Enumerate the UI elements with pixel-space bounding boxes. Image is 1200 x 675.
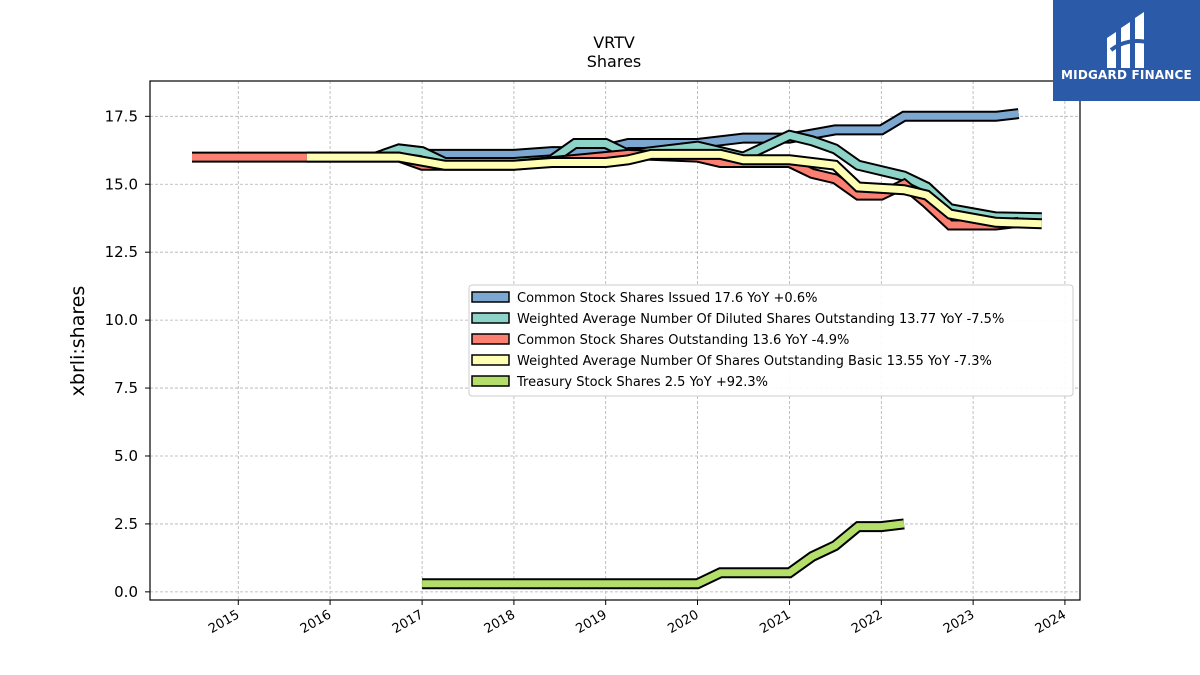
y-tick-label: 15.0 xyxy=(105,175,138,193)
y-axis-label: xbrli:shares xyxy=(67,286,89,397)
x-tick-label: 2017 xyxy=(390,607,426,637)
x-tick-label: 2020 xyxy=(665,607,701,637)
series-line xyxy=(399,108,1020,160)
x-tick-label: 2022 xyxy=(849,607,885,637)
plot-frame xyxy=(149,80,1081,601)
brand-logo: MIDGARD FINANCE xyxy=(1053,0,1200,101)
legend-item: Common Stock Shares Issued 17.6 YoY +0.6… xyxy=(471,291,817,306)
legend-label: Common Stock Shares Issued 17.6 YoY +0.6… xyxy=(517,291,817,306)
legend-box xyxy=(468,284,1074,397)
y-tick-label: 7.5 xyxy=(114,379,138,397)
midgard-logo-icon xyxy=(1107,12,1148,68)
y-tick-label: 0.0 xyxy=(114,583,138,601)
series-layer xyxy=(192,108,1042,590)
y-tick-label: 17.5 xyxy=(105,107,138,125)
series-band xyxy=(306,150,1042,228)
legend-swatch xyxy=(471,375,510,387)
x-tick-label: 2021 xyxy=(757,607,793,637)
legend-label: Weighted Average Number Of Diluted Share… xyxy=(517,312,1004,327)
x-tick-label: 2016 xyxy=(298,607,334,637)
legend-label: Common Stock Shares Outstanding 13.6 YoY… xyxy=(517,333,849,348)
x-tick-label: 2019 xyxy=(574,607,610,637)
legend-label: Treasury Stock Shares 2.5 YoY +92.3% xyxy=(516,375,768,390)
y-tick-label: 10.0 xyxy=(105,311,138,329)
series-outline xyxy=(422,518,905,590)
legend-swatch xyxy=(471,312,510,324)
legend-item: Weighted Average Number Of Shares Outsta… xyxy=(471,354,992,369)
x-tick-label: 2018 xyxy=(482,607,518,637)
legend-swatch xyxy=(471,333,510,345)
series-line xyxy=(422,518,905,590)
legend-swatch xyxy=(471,291,510,303)
chart-title: VRTV xyxy=(593,33,635,52)
series-line xyxy=(306,148,1042,230)
series-band xyxy=(422,520,905,588)
y-tick-label: 12.5 xyxy=(105,243,138,261)
series-band xyxy=(399,110,1020,158)
x-tick-label: 2015 xyxy=(206,607,242,637)
legend-label: Weighted Average Number Of Shares Outsta… xyxy=(517,354,992,369)
legend-item: Weighted Average Number Of Diluted Share… xyxy=(471,312,1004,327)
y-tick-label: 5.0 xyxy=(114,447,138,465)
y-tick-label: 2.5 xyxy=(114,515,138,533)
legend: Common Stock Shares Issued 17.6 YoY +0.6… xyxy=(468,284,1074,397)
logo-text: MIDGARD FINANCE xyxy=(1061,68,1192,82)
chart-subtitle: Shares xyxy=(587,52,642,71)
legend-item: Common Stock Shares Outstanding 13.6 YoY… xyxy=(471,333,849,348)
x-tick-label: 2024 xyxy=(1033,607,1069,637)
legend-swatch xyxy=(471,354,510,366)
x-tick-label: 2023 xyxy=(941,607,977,637)
legend-item: Treasury Stock Shares 2.5 YoY +92.3% xyxy=(471,375,768,390)
